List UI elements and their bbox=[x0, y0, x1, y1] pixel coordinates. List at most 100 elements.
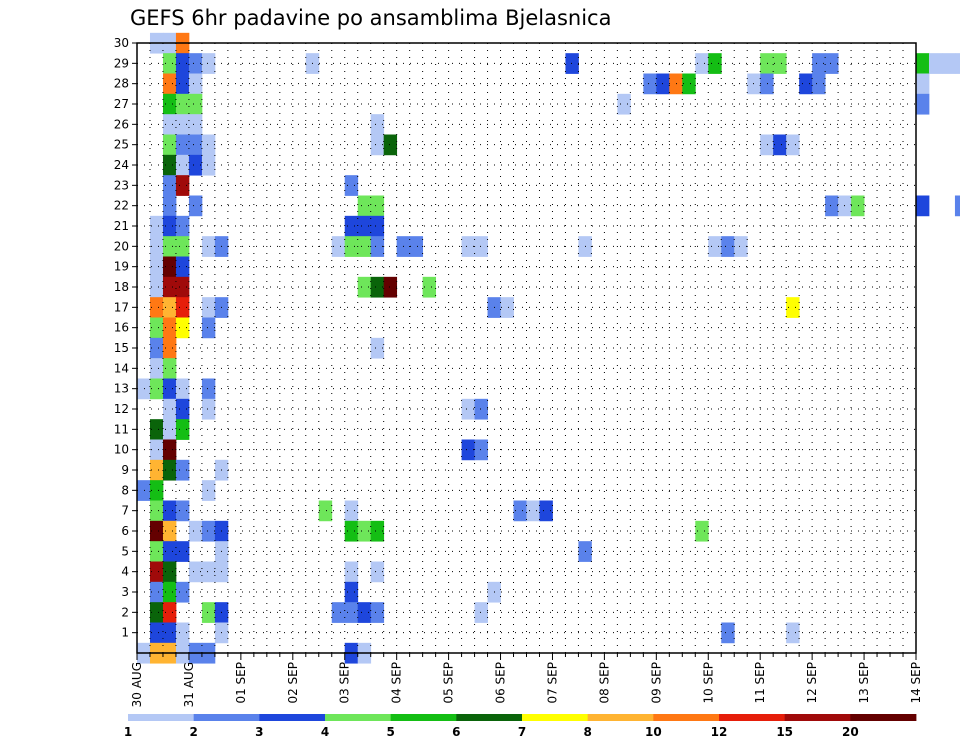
heatmap-cell bbox=[773, 134, 787, 156]
y-tick-label: 10 bbox=[114, 443, 129, 457]
x-tick-label: 06 SEP bbox=[494, 662, 508, 704]
y-axis: 1234567891011121314151617181920212223242… bbox=[114, 36, 137, 640]
heatmap-cell bbox=[162, 459, 177, 481]
heatmap-cell bbox=[760, 134, 774, 156]
colorbar-tick-label: 20 bbox=[842, 725, 859, 739]
heatmap-cell bbox=[175, 256, 190, 278]
heatmap-cell bbox=[474, 602, 488, 623]
heatmap-cell bbox=[201, 134, 216, 156]
heatmap-cell bbox=[370, 236, 385, 257]
heatmap-cell bbox=[370, 114, 385, 135]
heatmap-cell bbox=[344, 175, 359, 196]
heatmap-cell bbox=[331, 236, 346, 257]
heatmap-cell bbox=[175, 114, 190, 135]
heatmap-cell bbox=[760, 53, 774, 74]
heatmap-cell bbox=[370, 276, 385, 298]
heatmap-cell bbox=[461, 398, 475, 420]
y-tick-label: 9 bbox=[121, 463, 129, 477]
heatmap-cell bbox=[201, 154, 216, 176]
heatmap-cell bbox=[149, 459, 164, 481]
colorbar-swatch bbox=[456, 714, 523, 721]
heatmap-cell bbox=[344, 581, 359, 603]
heatmap-cell bbox=[409, 236, 424, 257]
y-tick-label: 25 bbox=[114, 138, 129, 152]
heatmap-cell bbox=[201, 561, 216, 583]
heatmap-cell bbox=[201, 297, 216, 318]
y-tick-label: 2 bbox=[121, 605, 129, 619]
heatmap-cell bbox=[708, 236, 722, 257]
y-tick-label: 16 bbox=[114, 321, 129, 335]
heatmap-cell bbox=[175, 297, 190, 318]
y-tick-label: 14 bbox=[114, 361, 129, 375]
heatmap-cell bbox=[149, 378, 164, 400]
heatmap-cell bbox=[149, 500, 164, 522]
heatmap-cell bbox=[357, 520, 372, 542]
heatmap-cell bbox=[812, 53, 826, 74]
heatmap-cell bbox=[188, 561, 203, 583]
heatmap-cell bbox=[370, 195, 385, 217]
heatmap-cell bbox=[175, 541, 190, 562]
heatmap-cell bbox=[149, 256, 164, 278]
x-tick-label: 11 SEP bbox=[753, 662, 767, 704]
heatmap-cell bbox=[162, 297, 177, 318]
heatmap-cell bbox=[175, 317, 190, 339]
y-tick-label: 26 bbox=[114, 117, 129, 131]
colorbar-swatch bbox=[325, 714, 392, 721]
heatmap-cell bbox=[643, 73, 657, 95]
heatmap-cell bbox=[149, 276, 164, 298]
heatmap-cell bbox=[162, 134, 177, 156]
heatmap-cell bbox=[786, 134, 800, 156]
heatmap-cell bbox=[682, 73, 696, 95]
heatmap-cell bbox=[149, 317, 164, 339]
heatmap-cell bbox=[188, 53, 203, 74]
y-tick-label: 12 bbox=[114, 402, 129, 416]
heatmap-cell bbox=[954, 53, 960, 74]
x-tick-label: 13 SEP bbox=[857, 662, 871, 704]
heatmap-cell bbox=[916, 93, 930, 115]
heatmap-cell bbox=[825, 195, 839, 217]
heatmap-cell bbox=[149, 236, 164, 257]
colorbar-swatch bbox=[719, 714, 786, 721]
colorbar-tick-label: 10 bbox=[645, 725, 662, 739]
y-tick-label: 8 bbox=[121, 483, 129, 497]
heatmap-cell bbox=[941, 53, 956, 74]
colorbar-swatch bbox=[653, 714, 720, 721]
heatmap-cell bbox=[812, 73, 826, 95]
x-tick-label: 09 SEP bbox=[649, 662, 663, 704]
colorbar-swatch bbox=[784, 714, 851, 721]
heatmap-cell bbox=[344, 500, 359, 522]
heatmap-cell bbox=[175, 134, 190, 156]
colorbar-swatch bbox=[850, 714, 917, 721]
heatmap-cell bbox=[149, 439, 164, 461]
heatmap-cell bbox=[162, 541, 177, 562]
heatmap-cell bbox=[149, 520, 164, 542]
x-tick-label: 14 SEP bbox=[909, 662, 923, 704]
y-tick-label: 28 bbox=[114, 77, 129, 91]
heatmap-cell bbox=[370, 337, 385, 359]
heatmap-cell bbox=[344, 520, 359, 542]
heatmap-cell bbox=[474, 236, 488, 257]
y-tick-label: 11 bbox=[114, 422, 129, 436]
heatmap-cell bbox=[175, 398, 190, 420]
heatmap-cell bbox=[162, 73, 177, 95]
y-tick-label: 5 bbox=[121, 544, 129, 558]
heatmap-cell bbox=[565, 53, 579, 74]
heatmap-cell bbox=[162, 337, 177, 359]
heatmap-cell bbox=[370, 602, 385, 623]
heatmap-cell bbox=[344, 602, 359, 623]
y-tick-label: 1 bbox=[121, 626, 129, 640]
colorbar-tick-label: 7 bbox=[518, 725, 526, 739]
heatmap-cell bbox=[201, 236, 216, 257]
heatmap-cell bbox=[383, 276, 398, 298]
y-tick-label: 22 bbox=[114, 199, 129, 213]
heatmap-cell bbox=[162, 236, 177, 257]
heatmap-cell bbox=[695, 53, 709, 74]
heatmap-cell bbox=[422, 276, 437, 298]
heatmap-cell bbox=[851, 195, 865, 217]
heatmap-cell bbox=[500, 297, 514, 318]
heatmap-cell bbox=[539, 500, 553, 522]
heatmap-cell bbox=[162, 317, 177, 339]
heatmap-cell bbox=[149, 602, 164, 623]
heatmap-cell bbox=[760, 73, 774, 95]
heatmap-cell bbox=[370, 134, 385, 156]
